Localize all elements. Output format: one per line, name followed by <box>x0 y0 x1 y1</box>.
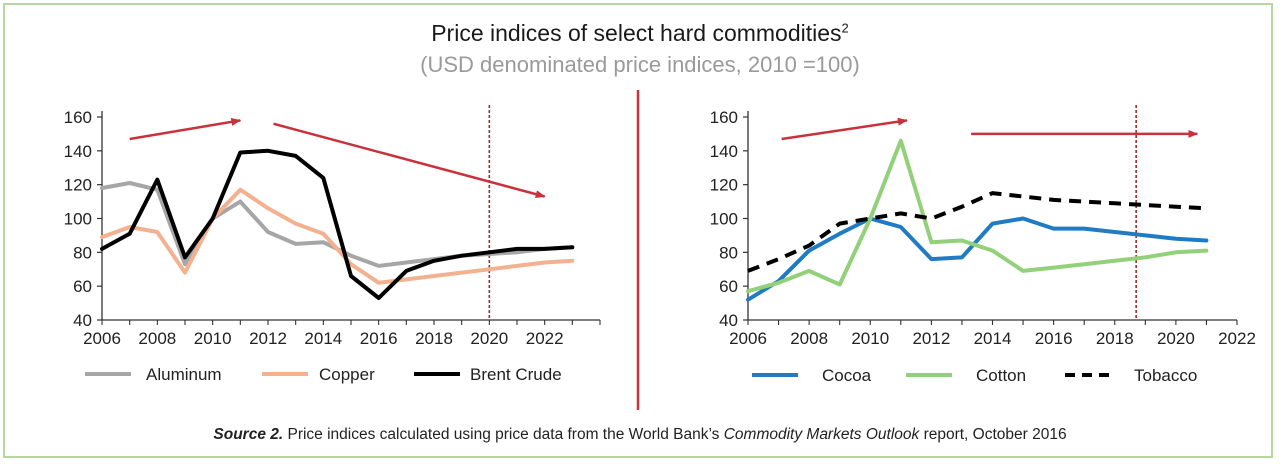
legend-label-cotton: Cotton <box>976 366 1026 385</box>
source-label: Source 2. <box>213 426 284 443</box>
right-y-tick-label: 120 <box>710 176 738 195</box>
legend-label-tobacco: Tobacco <box>1134 366 1197 385</box>
left-y-tick-label: 60 <box>73 277 92 296</box>
left-y-tick-label: 80 <box>73 243 92 262</box>
right-x-tick-label: 2020 <box>1157 329 1195 348</box>
left-x-tick-label: 2014 <box>304 329 342 348</box>
legend-label-copper: Copper <box>319 365 375 384</box>
left-x-tick-label: 2018 <box>415 329 453 348</box>
chart-subtitle: (USD denominated price indices, 2010 =10… <box>420 52 860 77</box>
left-x-tick-label: 2016 <box>360 329 398 348</box>
left-y-tick-label: 100 <box>64 210 92 229</box>
left-trend-arrow-2 <box>273 122 546 199</box>
left-series-brent-crude <box>100 148 575 300</box>
legend-label-aluminum: Aluminum <box>146 365 222 384</box>
source-note: Source 2. Price indices calculated using… <box>0 426 1280 444</box>
left-y-tick-label: 120 <box>64 176 92 195</box>
left-x-tick-label: 2008 <box>138 329 176 348</box>
right-y-tick-label: 60 <box>719 277 738 296</box>
right-x-tick-label: 2014 <box>974 329 1012 348</box>
right-x-tick-label: 2018 <box>1096 329 1134 348</box>
title-footnote-mark: 2 <box>841 20 849 36</box>
right-y-tick-label: 100 <box>710 210 738 229</box>
left-y-tick-label: 40 <box>73 311 92 330</box>
left-x-tick-label: 2010 <box>194 329 232 348</box>
source-text-after: report, October 2016 <box>923 426 1067 443</box>
right-y-tick-label: 140 <box>710 142 738 161</box>
legend-label-cocoa: Cocoa <box>822 366 872 385</box>
right-y-tick-label: 40 <box>719 311 738 330</box>
left-y-tick-label: 140 <box>64 142 92 161</box>
right-x-tick-label: 2008 <box>790 329 828 348</box>
left-x-tick-label: 2022 <box>526 329 564 348</box>
right-series-cocoa <box>746 216 1209 302</box>
right-series-cotton <box>746 138 1209 294</box>
right-x-tick-label: 2010 <box>851 329 889 348</box>
right-series-tobacco <box>747 191 1207 273</box>
left-series-copper <box>100 187 575 285</box>
right-x-tick-label: 2012 <box>912 329 950 348</box>
chart-title-text: Price indices of select hard commodities <box>431 20 842 46</box>
right-chart: 40 60 80 100 120 140 160 2006 2008 2010 2012 2014 20… <box>710 105 1256 385</box>
left-x-tick-label: 2020 <box>470 329 508 348</box>
left-x-tick-label: 2006 <box>83 329 121 348</box>
source-report-name: Commodity Markets Outlook <box>723 426 920 443</box>
right-y-tick-label: 80 <box>719 243 738 262</box>
chart-title: Price indices of select hard commodities… <box>0 20 1280 47</box>
right-x-tick-label: 2022 <box>1218 329 1256 348</box>
right-x-tick-label: 2016 <box>1035 329 1073 348</box>
right-x-tick-label: 2006 <box>729 329 767 348</box>
left-y-tick-label: 160 <box>64 108 92 127</box>
left-trend-arrow-1 <box>129 117 242 141</box>
right-trend-arrow-1 <box>781 117 908 141</box>
source-text-before: Price indices calculated using price dat… <box>287 426 720 443</box>
left-chart: 40 60 80 100 120 140 160 2006 2008 2010 2012 2014 20… <box>64 105 601 384</box>
right-y-tick-label: 160 <box>710 108 738 127</box>
legend-label-brent-crude: Brent Crude <box>470 365 562 384</box>
left-x-tick-label: 2012 <box>249 329 287 348</box>
